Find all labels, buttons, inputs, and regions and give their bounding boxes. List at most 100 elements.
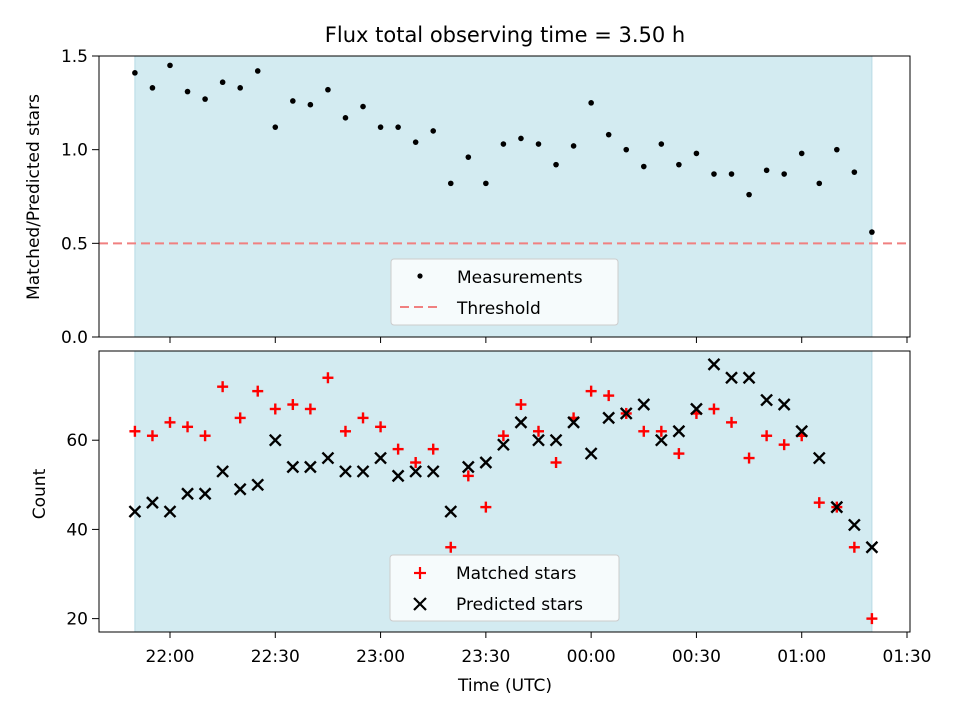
legend-predicted-marker [413, 597, 427, 611]
predicted-star-point [584, 447, 598, 460]
measurement-point [851, 169, 858, 175]
measurement-point [360, 103, 366, 110]
predicted-star-point [812, 451, 826, 465]
star-count-points [128, 358, 879, 625]
matched-star-point [550, 457, 562, 469]
predicted-star-point [233, 482, 247, 496]
matched-star-point [339, 425, 351, 437]
matched-star-point [375, 421, 387, 433]
measurement-point [219, 79, 226, 86]
measurement-point [202, 96, 208, 102]
predicted-star-point [637, 398, 651, 411]
matched-star-point [866, 613, 878, 625]
measurement-point [728, 171, 735, 177]
measurement-point [816, 180, 823, 187]
measurement-point [834, 146, 840, 153]
x-tick-label: 22:30 [251, 647, 300, 667]
top-y-axis-label: Matched/Predicted stars [24, 94, 44, 300]
predicted-star-point [356, 465, 370, 478]
predicted-star-point [654, 433, 668, 447]
matched-star-point [813, 497, 825, 509]
matched-star-point [533, 425, 544, 437]
predicted-star-point [602, 411, 616, 425]
predicted-star-point [742, 371, 756, 385]
x-tick-label: 22:00 [146, 647, 195, 667]
predicted-star-point [461, 460, 475, 474]
measurement-point [588, 100, 594, 106]
measurement-point [658, 141, 665, 147]
predicted-star-point [339, 465, 352, 478]
x-tick-label: 23:00 [356, 647, 405, 667]
legend-matched-label: Matched stars [456, 564, 576, 584]
predicted-star-point [391, 469, 405, 483]
matched-star-point [497, 430, 509, 442]
matched-star-point [585, 385, 597, 397]
measurement-point [254, 68, 261, 74]
x-tick-label: 01:00 [777, 647, 826, 667]
matched-star-point [269, 403, 281, 415]
matched-star-point [129, 425, 141, 437]
measurement-point [640, 163, 647, 170]
measurement-point [676, 161, 682, 168]
top-chart-title: Flux total observing time = 3.50 h [325, 23, 685, 47]
x-tick-label: 01:30 [883, 647, 932, 667]
predicted-star-point [532, 433, 545, 447]
x-tick-label: 00:30 [672, 647, 721, 667]
measurement-point [395, 124, 401, 130]
matched-star-point [357, 412, 369, 424]
bottom-legend-box [389, 554, 620, 622]
predicted-star-point [128, 505, 142, 518]
matched-star-point [199, 430, 211, 442]
predicted-star-point [760, 393, 773, 407]
measurement-point [412, 139, 419, 145]
legend-predicted-label: Predicted stars [456, 595, 583, 615]
measurement-point [798, 150, 805, 157]
predicted-star-point [304, 460, 317, 474]
top-y-tick-label: 0.5 [61, 234, 88, 254]
matched-star-point [515, 399, 527, 411]
matched-star-point [304, 403, 316, 415]
measurement-point [623, 146, 630, 153]
measurement-point [132, 70, 138, 76]
predicted-star-point [181, 487, 194, 501]
matched-star-point [164, 416, 176, 428]
predicted-star-point [286, 460, 300, 474]
bottom-plot-frame [98, 350, 911, 633]
top-legend-box [390, 258, 619, 326]
matched-star-point [743, 452, 755, 464]
matched-star-point [410, 457, 422, 469]
matched-star-point [252, 385, 264, 397]
top-plot-frame [98, 55, 911, 338]
matched-star-point [462, 470, 474, 482]
predicted-star-point [444, 505, 458, 518]
matched-star-point [638, 425, 650, 437]
matched-star-point [427, 443, 439, 455]
matched-star-point [234, 412, 246, 424]
measurement-point [149, 85, 156, 91]
predicted-star-point [409, 465, 423, 478]
measurement-point [465, 154, 472, 160]
matched-star-point [761, 430, 773, 442]
measurement-point [781, 171, 787, 177]
bottom-y-tick-label: 20 [66, 610, 88, 630]
matched-star-point [287, 399, 299, 411]
measurement-point [447, 180, 454, 187]
predicted-star-point [497, 438, 510, 452]
legend-measurement-marker [417, 273, 423, 279]
measurement-point [518, 135, 524, 142]
matched-star-point [673, 448, 685, 460]
matched-star-point [708, 403, 720, 415]
bottom-legend: Matched stars Predicted stars [389, 554, 620, 622]
measurement-point [553, 161, 559, 168]
predicted-star-point [795, 424, 809, 438]
measurement-point [272, 124, 279, 130]
measurement-points [132, 62, 875, 235]
predicted-star-point [690, 402, 703, 416]
predicted-star-point [672, 424, 686, 438]
predicted-star-point [619, 407, 633, 420]
measurement-point [693, 150, 700, 157]
measurement-point [869, 229, 875, 235]
predicted-star-point [163, 505, 177, 518]
x-tick-label: 23:30 [461, 647, 510, 667]
